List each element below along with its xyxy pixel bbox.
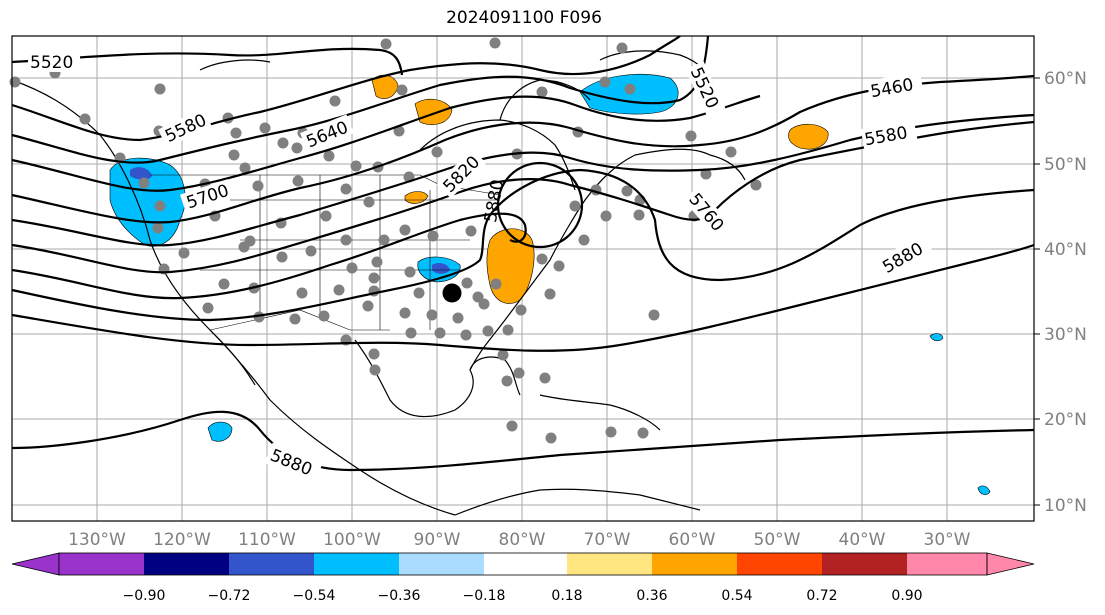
negative-anomaly-atlantic-2 [977,485,991,495]
negative-anomaly-pacific [207,421,233,442]
positive-anomaly-hudson-1 [371,74,399,99]
colorbar-tick-label: −0.54 [293,588,336,604]
negative-anomaly-tennessee-core [432,262,450,274]
lon-label: 60°W [669,530,716,550]
colorbar-swatch [652,553,737,575]
height-contours [11,35,1035,472]
lon-label: 40°W [839,530,886,550]
colorbar-tick-label: −0.36 [378,588,421,604]
colorbar-min-extend [11,552,60,576]
lat-label: 40°N [1044,240,1087,260]
lon-label: 100°W [323,530,381,550]
colorbar: −0.90 −0.72 −0.54 −0.36 −0.18 0.18 0.36 … [11,552,1035,604]
focus-point-marker [442,283,462,303]
colorbar-max-extend [986,552,1035,576]
colorbar-swatch [399,553,484,575]
colorbar-tick-label: −0.18 [463,588,506,604]
colorbar-tick-label: −0.72 [208,588,251,604]
colorbar-tick-label: 0.54 [721,588,752,604]
colorbar-tick-label: 0.90 [891,588,922,604]
lon-label: 80°W [499,530,546,550]
map-frame [11,35,1035,522]
station-markers [9,37,762,444]
positive-anomaly-atlantic [788,123,829,150]
lat-label: 60°N [1044,69,1087,89]
lat-label: 50°N [1044,155,1087,175]
colorbar-swatch [229,553,314,575]
colorbar-swatch [144,553,229,575]
positive-anomaly-hudson-2 [414,98,453,125]
lon-label: 110°W [238,530,296,550]
contour-label: 5520 [30,53,73,73]
lon-label: 30°W [924,530,971,550]
lon-label: 50°W [754,530,801,550]
colorbar-tick-label: 0.36 [636,588,667,604]
colorbar-swatch [567,553,652,575]
lon-label: 70°W [584,530,631,550]
lon-label: 130°W [68,530,126,550]
lat-label: 30°N [1044,325,1087,345]
colorbar-swatch [822,553,907,575]
lat-label: 20°N [1044,410,1087,430]
colorbar-swatch [59,553,144,575]
negative-anomaly-west-core [130,167,152,180]
positive-anomaly-lakes [404,191,429,204]
lon-label: 120°W [153,530,211,550]
colorbar-swatch [907,553,987,575]
lon-label: 90°W [414,530,461,550]
negative-anomaly-atlantic-1 [929,333,944,342]
colorbar-swatch [737,553,822,575]
map-title: 2024091100 F096 [446,8,602,28]
colorbar-tick-label: 0.72 [806,588,837,604]
latitude-labels: 60°N 50°N 40°N 30°N 20°N 10°N [1034,69,1087,516]
colorbar-tick-label: 0.18 [551,588,582,604]
colorbar-swatch [314,553,399,575]
colorbar-tick-label: −0.90 [123,588,166,604]
lat-label: 10°N [1044,496,1087,516]
longitude-labels: 130°W 120°W 110°W 100°W 90°W 80°W 70°W 6… [68,530,971,550]
